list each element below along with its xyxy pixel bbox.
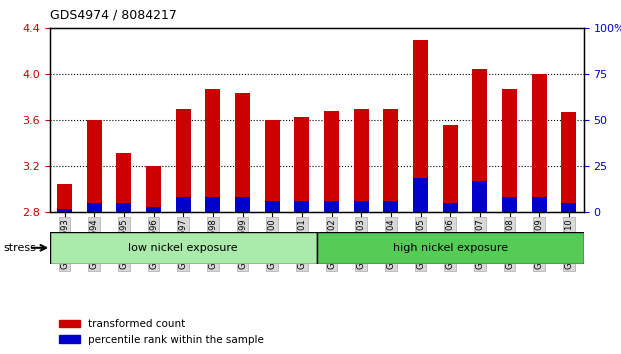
Bar <box>87 120 102 212</box>
Text: GDS4974 / 8084217: GDS4974 / 8084217 <box>50 9 176 22</box>
Bar <box>176 198 191 212</box>
Bar <box>265 201 279 212</box>
Bar <box>117 203 131 212</box>
Bar <box>561 203 576 212</box>
Bar <box>206 89 220 212</box>
Bar <box>473 181 487 212</box>
Bar <box>57 184 72 212</box>
Bar <box>561 112 576 212</box>
Text: stress: stress <box>3 243 36 253</box>
Bar <box>206 198 220 212</box>
Bar <box>235 198 250 212</box>
Bar <box>532 74 546 212</box>
Text: high nickel exposure: high nickel exposure <box>392 243 508 253</box>
Bar <box>354 109 369 212</box>
Bar <box>117 153 131 212</box>
Bar <box>384 201 398 212</box>
Bar <box>317 232 584 264</box>
Bar <box>443 125 458 212</box>
Bar <box>413 178 428 212</box>
Bar <box>50 232 317 264</box>
Bar <box>354 201 369 212</box>
Bar <box>87 203 102 212</box>
Bar <box>294 201 309 212</box>
Bar <box>324 201 339 212</box>
Bar <box>176 109 191 212</box>
Bar <box>413 40 428 212</box>
Bar <box>384 109 398 212</box>
Bar <box>502 198 517 212</box>
Bar <box>473 69 487 212</box>
Bar <box>265 120 279 212</box>
Bar <box>146 207 161 212</box>
Bar <box>235 93 250 212</box>
Bar <box>57 209 72 212</box>
Bar <box>502 89 517 212</box>
Bar <box>324 111 339 212</box>
Bar <box>294 117 309 212</box>
Text: low nickel exposure: low nickel exposure <box>129 243 238 253</box>
Bar <box>146 166 161 212</box>
Legend: transformed count, percentile rank within the sample: transformed count, percentile rank withi… <box>55 315 268 349</box>
Bar <box>443 203 458 212</box>
Bar <box>532 198 546 212</box>
